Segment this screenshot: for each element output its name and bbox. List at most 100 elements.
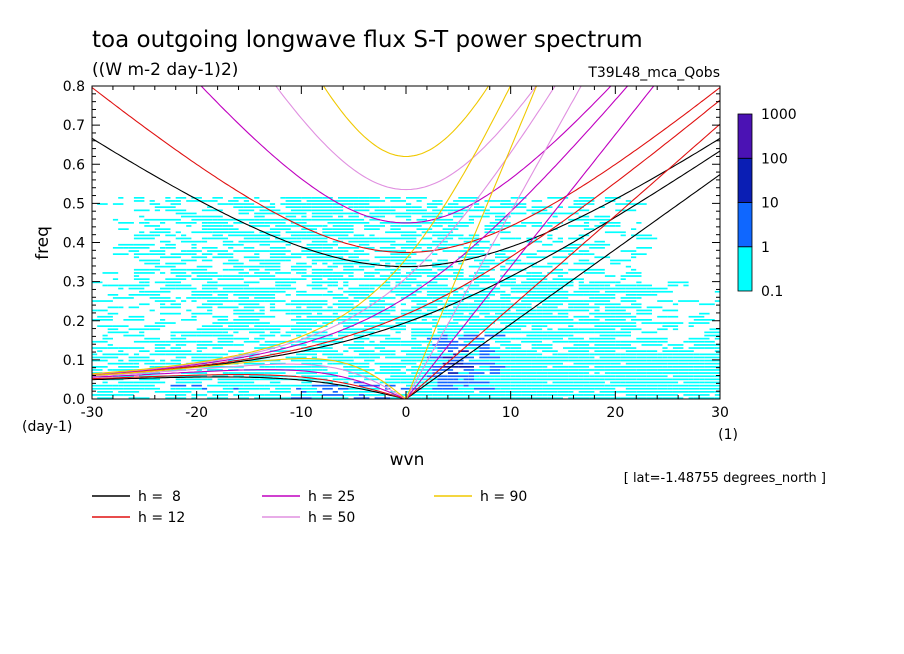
heatmap-cell bbox=[306, 375, 318, 378]
heatmap-cell bbox=[264, 372, 286, 374]
heatmap-cell bbox=[704, 366, 710, 368]
heatmap-cell bbox=[531, 387, 543, 390]
heatmap-cell bbox=[683, 394, 694, 396]
heatmap-cell bbox=[563, 309, 569, 312]
heatmap-cell bbox=[369, 287, 375, 290]
heatmap-cell bbox=[285, 215, 297, 218]
heatmap-cell bbox=[662, 322, 684, 324]
heatmap-cell bbox=[296, 294, 317, 296]
heatmap-cell bbox=[107, 369, 113, 371]
heatmap-cell bbox=[390, 259, 412, 262]
heatmap-cell bbox=[662, 347, 668, 349]
heatmap-cell bbox=[406, 353, 417, 356]
heatmap-cell bbox=[379, 284, 391, 287]
chart-title: toa outgoing longwave flux S-T power spe… bbox=[92, 27, 643, 53]
heatmap-cell bbox=[306, 234, 328, 237]
heatmap-cell bbox=[243, 384, 265, 387]
heatmap-cell bbox=[578, 328, 595, 331]
legend-entry: h = 12 bbox=[138, 510, 185, 526]
heatmap-cell bbox=[222, 372, 228, 374]
heatmap-cell bbox=[515, 328, 522, 331]
heatmap-cell bbox=[615, 287, 626, 290]
heatmap-cell bbox=[301, 278, 307, 280]
heatmap-cell bbox=[301, 391, 307, 393]
heatmap-cell bbox=[421, 350, 433, 352]
heatmap-cell bbox=[280, 347, 286, 349]
heatmap-cell bbox=[128, 397, 150, 399]
heatmap-cell bbox=[149, 328, 161, 331]
heatmap-cell bbox=[301, 359, 317, 362]
heatmap-cell bbox=[594, 344, 616, 346]
heatmap-cell bbox=[285, 259, 291, 262]
heatmap-cell bbox=[107, 306, 119, 309]
heatmap-cell bbox=[390, 243, 406, 246]
heatmap-cell bbox=[699, 359, 705, 362]
x-tick-label: 30 bbox=[711, 405, 729, 421]
heatmap-cell bbox=[254, 272, 270, 274]
heatmap-cell bbox=[411, 212, 427, 215]
heatmap-cell bbox=[322, 372, 338, 374]
heatmap-cell bbox=[322, 250, 344, 252]
heatmap-cell bbox=[285, 231, 307, 234]
heatmap-cell bbox=[311, 278, 323, 280]
heatmap-cell bbox=[301, 362, 312, 365]
heatmap-cell bbox=[526, 294, 532, 296]
heatmap-cell bbox=[217, 381, 239, 384]
heatmap-cell bbox=[463, 209, 480, 212]
heatmap-cell bbox=[222, 268, 228, 271]
heatmap-cell bbox=[92, 281, 103, 284]
heatmap-cell bbox=[406, 209, 427, 212]
heatmap-cell bbox=[306, 256, 318, 259]
y-tick-label: 0.0 bbox=[63, 392, 85, 408]
heatmap-cell bbox=[599, 206, 605, 208]
heatmap-cell bbox=[489, 394, 506, 396]
heatmap-cell bbox=[578, 215, 590, 218]
heatmap-cell bbox=[672, 391, 689, 393]
heatmap-cell bbox=[170, 331, 181, 334]
heatmap-cell bbox=[468, 312, 474, 315]
heatmap-cell bbox=[379, 303, 396, 306]
y-tick-label: 0.1 bbox=[63, 353, 85, 369]
heatmap-cell bbox=[165, 200, 176, 202]
heatmap-cell bbox=[92, 356, 103, 359]
heatmap-cell bbox=[400, 284, 412, 287]
heatmap-cell bbox=[474, 272, 485, 274]
heatmap-cell bbox=[160, 359, 166, 362]
heatmap-cell bbox=[505, 375, 511, 378]
heatmap-cell bbox=[615, 344, 631, 346]
heatmap-cell bbox=[594, 256, 611, 259]
heatmap-cell bbox=[526, 306, 532, 309]
heatmap-cell bbox=[568, 337, 584, 340]
heatmap-cell bbox=[510, 281, 516, 284]
heatmap-cell bbox=[290, 265, 312, 268]
heatmap-cell bbox=[421, 319, 427, 321]
heatmap-cell bbox=[652, 359, 663, 362]
heatmap-cell bbox=[217, 397, 229, 399]
heatmap-cell bbox=[531, 366, 543, 368]
heatmap-cell bbox=[259, 240, 281, 243]
heatmap-cell bbox=[500, 315, 516, 318]
heatmap-cell bbox=[442, 391, 464, 393]
heatmap-cell bbox=[306, 243, 323, 246]
dispersion-curve bbox=[92, 99, 720, 376]
heatmap-cell bbox=[400, 315, 422, 318]
heatmap-cell bbox=[646, 372, 663, 374]
heatmap-cell bbox=[500, 284, 516, 287]
heatmap-cell bbox=[453, 312, 464, 315]
heatmap-cell bbox=[311, 215, 333, 218]
heatmap-cell bbox=[432, 231, 454, 234]
heatmap-cell bbox=[542, 278, 548, 280]
heatmap-cell bbox=[212, 197, 223, 199]
heatmap-cell bbox=[484, 231, 495, 234]
heatmap-cell bbox=[139, 281, 145, 284]
heatmap-cell bbox=[468, 394, 490, 396]
heatmap-cell bbox=[531, 212, 537, 215]
heatmap-cell bbox=[165, 362, 181, 365]
heatmap-cell bbox=[259, 334, 276, 337]
heatmap-cell bbox=[411, 259, 433, 262]
heatmap-cell bbox=[542, 315, 558, 318]
heatmap-cell bbox=[123, 394, 134, 396]
heatmap-cell bbox=[458, 303, 469, 306]
heatmap-cell bbox=[201, 287, 218, 290]
heatmap-cell bbox=[641, 309, 652, 312]
